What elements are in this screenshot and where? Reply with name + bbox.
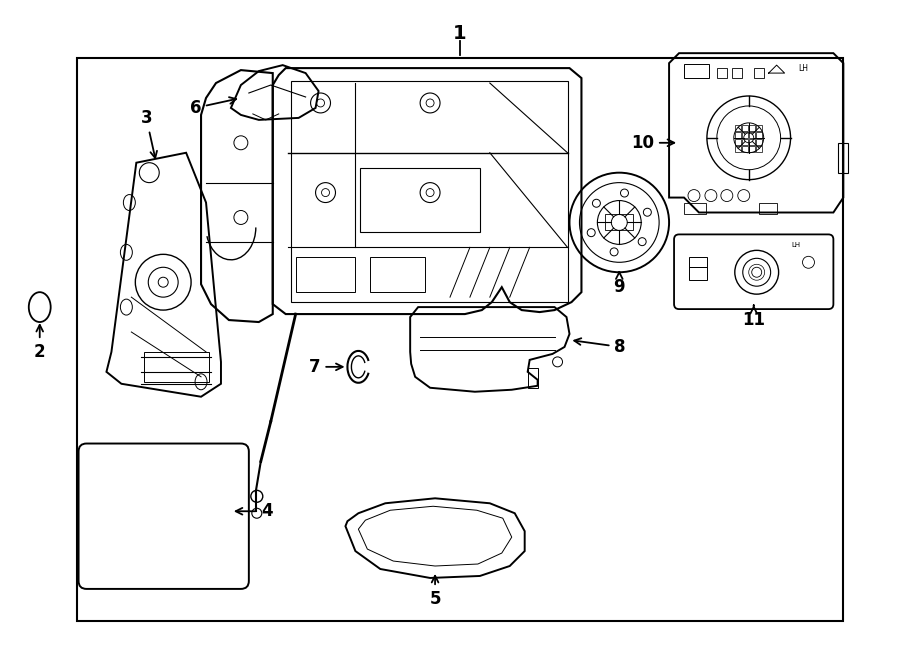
Text: 6: 6: [190, 97, 236, 117]
Bar: [717, 68, 727, 78]
Bar: [753, 68, 764, 78]
Text: 4: 4: [236, 502, 273, 520]
Bar: [749, 132, 755, 138]
Bar: [839, 143, 849, 173]
Text: 3: 3: [140, 109, 157, 158]
Bar: [684, 64, 709, 78]
Bar: [684, 203, 706, 214]
Text: LH: LH: [792, 242, 801, 248]
Text: 11: 11: [742, 305, 765, 329]
Text: 5: 5: [429, 576, 441, 608]
Text: 10: 10: [631, 134, 674, 152]
Bar: [734, 139, 741, 145]
Bar: [734, 125, 741, 131]
Bar: [144, 352, 209, 382]
Bar: [734, 132, 741, 138]
Bar: [606, 214, 634, 230]
Bar: [749, 146, 755, 152]
Bar: [742, 146, 748, 152]
Bar: [749, 125, 755, 131]
Bar: [756, 132, 761, 138]
Bar: [76, 58, 843, 621]
Text: 9: 9: [614, 272, 626, 296]
Bar: [742, 132, 748, 138]
Bar: [296, 258, 356, 292]
Bar: [756, 139, 761, 145]
Bar: [732, 68, 742, 78]
Text: LH: LH: [798, 64, 808, 73]
Bar: [749, 139, 755, 145]
Text: 7: 7: [309, 358, 343, 376]
Bar: [742, 125, 748, 131]
Bar: [527, 368, 537, 388]
Bar: [689, 267, 706, 280]
Bar: [756, 125, 761, 131]
Text: 2: 2: [34, 325, 46, 361]
Bar: [370, 258, 425, 292]
Text: 8: 8: [574, 338, 626, 356]
Bar: [756, 146, 761, 152]
Bar: [689, 258, 706, 267]
Bar: [759, 203, 777, 214]
Bar: [742, 139, 748, 145]
Bar: [360, 167, 480, 232]
Bar: [734, 146, 741, 152]
Text: 1: 1: [453, 24, 467, 43]
